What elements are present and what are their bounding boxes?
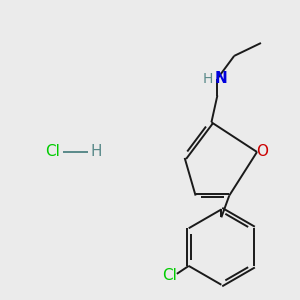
Text: H: H xyxy=(91,145,102,160)
Text: Cl: Cl xyxy=(163,268,177,283)
Text: O: O xyxy=(256,145,268,160)
Text: Cl: Cl xyxy=(46,145,60,160)
Text: H: H xyxy=(202,72,213,86)
Text: N: N xyxy=(215,71,228,86)
